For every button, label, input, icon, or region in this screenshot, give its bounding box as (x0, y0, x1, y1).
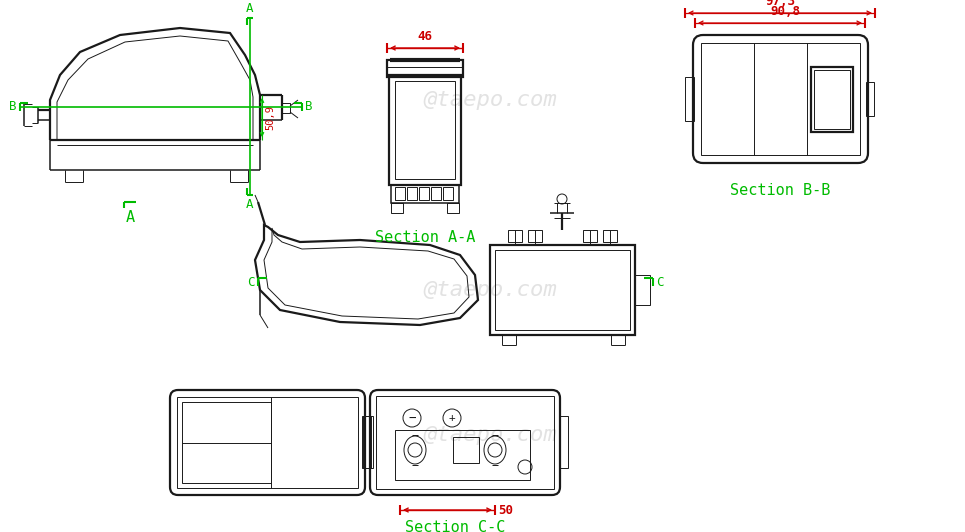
Bar (685, 77, 694, 121)
Bar (583, 230, 597, 242)
Text: B: B (305, 101, 313, 113)
Bar (811, 67, 853, 132)
Bar (419, 187, 429, 200)
Text: @taepo.com: @taepo.com (423, 280, 557, 300)
Bar (391, 185, 459, 203)
Bar (453, 437, 479, 463)
Text: C: C (247, 276, 255, 288)
Bar (177, 397, 358, 488)
Bar (866, 82, 874, 116)
Text: Section B-B: Section B-B (730, 183, 830, 198)
Bar (701, 43, 860, 155)
Bar (508, 230, 522, 242)
Bar (431, 187, 441, 200)
Text: A: A (125, 210, 134, 225)
Bar (528, 230, 542, 242)
Text: −: − (408, 411, 416, 425)
Text: @taepo.com: @taepo.com (423, 425, 557, 445)
Text: A: A (246, 2, 254, 15)
Bar (391, 203, 403, 213)
Bar (282, 103, 290, 113)
Text: +: + (449, 413, 455, 423)
Text: Section A-A: Section A-A (374, 230, 475, 245)
Text: B: B (10, 101, 17, 113)
Text: @taepo.com: @taepo.com (423, 90, 557, 110)
Text: C: C (656, 276, 664, 288)
Bar (395, 81, 455, 179)
Bar (603, 230, 617, 242)
Bar (363, 416, 373, 468)
Bar (490, 245, 635, 335)
Bar (389, 75, 461, 185)
Text: Section C-C: Section C-C (404, 520, 506, 532)
Text: 50,9: 50,9 (265, 105, 275, 130)
Bar (635, 275, 650, 305)
Text: 50: 50 (498, 503, 513, 517)
Bar (559, 416, 568, 468)
Bar (443, 187, 453, 200)
Bar (362, 416, 371, 468)
Bar (395, 430, 530, 480)
Bar (376, 396, 554, 489)
Bar (495, 250, 630, 330)
Text: 46: 46 (418, 30, 432, 43)
Text: A: A (246, 198, 254, 211)
Text: 90,8: 90,8 (770, 5, 800, 18)
Bar (387, 60, 463, 77)
Text: 97,3: 97,3 (765, 0, 795, 8)
Bar (447, 203, 459, 213)
Bar (407, 187, 417, 200)
Bar (182, 402, 271, 483)
Bar (395, 187, 405, 200)
Bar (814, 70, 850, 129)
